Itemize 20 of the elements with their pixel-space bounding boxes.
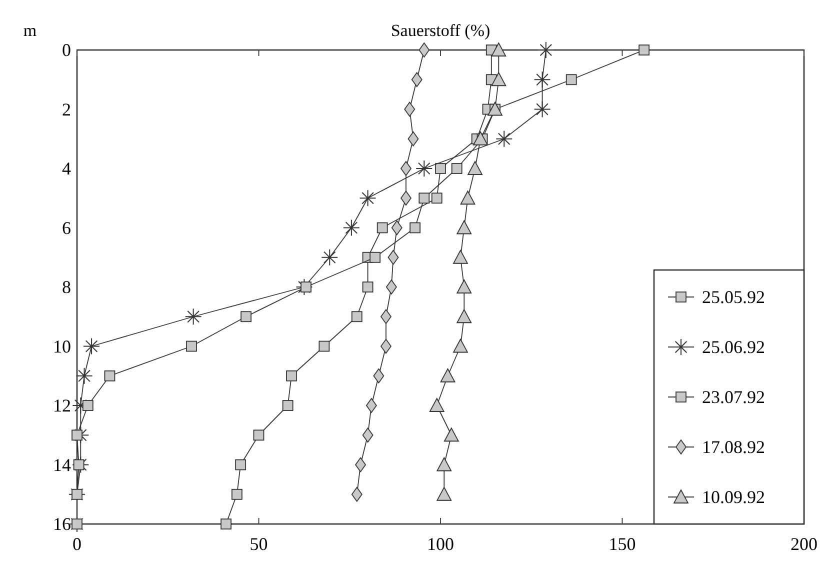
y-tick-label: 10 — [53, 336, 71, 356]
y-tick-label: 6 — [62, 218, 71, 238]
y-tick-label: 8 — [62, 277, 71, 297]
x-tick-label: 100 — [427, 534, 454, 554]
y-tick-label: 14 — [53, 454, 71, 475]
x-tick-label: 50 — [250, 534, 268, 554]
y-tick-label: 4 — [62, 158, 71, 178]
x-tick-label: 200 — [790, 534, 818, 554]
legend-label: 25.05.92 — [702, 287, 765, 307]
chart-title: Sauerstoff (%) — [390, 21, 490, 40]
x-tick-label: 150 — [608, 534, 636, 554]
y-tick-label: 0 — [62, 40, 71, 60]
y-tick-label: 16 — [53, 514, 71, 534]
legend-label: 23.07.92 — [702, 387, 765, 407]
y-tick-label: 2 — [62, 99, 71, 120]
y-tick-label: 12 — [53, 396, 71, 416]
legend-label: 17.08.92 — [702, 437, 765, 457]
y-axis-title: m — [23, 21, 37, 40]
legend-label: 10.09.92 — [702, 487, 765, 507]
legend-label: 25.06.92 — [702, 337, 765, 357]
